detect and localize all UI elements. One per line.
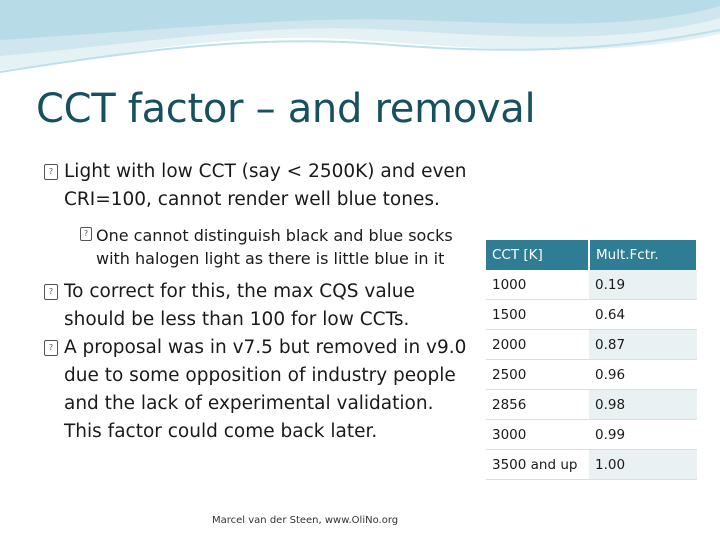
table-cell-cct: 2000	[486, 329, 589, 360]
bullet-text-line: A proposal was in v7.5 but removed in v9…	[64, 337, 467, 358]
sub-bullet-item: ? One cannot distinguish black and blue …	[44, 224, 494, 270]
bullet-item: ? Light with low CCT (say < 2500K) and e…	[44, 158, 494, 214]
table-row: 1000 0.19	[486, 270, 697, 300]
table-cell-factor: 0.96	[589, 359, 697, 390]
table-row: 2500 0.96	[486, 359, 697, 390]
bullet-text-line: This factor could come back later.	[64, 421, 378, 442]
slide-title: CCT factor – and removal	[36, 86, 536, 132]
bullet-list: ? Light with low CCT (say < 2500K) and e…	[44, 158, 494, 446]
table-row: 3500 and up 1.00	[486, 449, 697, 480]
table-row: 2000 0.87	[486, 329, 697, 360]
table-row: 1500 0.64	[486, 299, 697, 330]
table-cell-factor: 0.87	[589, 329, 697, 360]
bullet-item: ? A proposal was in v7.5 but removed in …	[44, 334, 494, 446]
bullet-text-line: Light with low CCT (say < 2500K) and eve…	[64, 161, 467, 182]
table-cell-cct: 1000	[486, 270, 589, 300]
decorative-wave-header	[0, 0, 720, 73]
missing-glyph-box-icon: ?	[44, 284, 58, 300]
missing-glyph-box-icon: ?	[44, 340, 58, 356]
bullet-text-line: CRI=100, cannot render well blue tones.	[64, 189, 440, 210]
cct-multiplier-table: CCT [K] Mult.Fctr. 1000 0.19 1500 0.64 2…	[486, 240, 698, 480]
missing-glyph-box-icon: ?	[80, 227, 92, 241]
table-cell-factor: 0.64	[589, 299, 697, 330]
table-row: 3000 0.99	[486, 419, 697, 450]
table-cell-cct: 3000	[486, 419, 589, 450]
table-cell-factor: 0.19	[589, 270, 697, 300]
table-cell-factor: 1.00	[589, 449, 697, 480]
table-cell-factor: 0.99	[589, 419, 697, 450]
bullet-text-line: and the lack of experimental validation.	[64, 393, 434, 414]
table-cell-cct: 2500	[486, 359, 589, 390]
table-cell-cct: 2856	[486, 389, 589, 420]
bullet-text-line: due to some opposition of industry peopl…	[64, 365, 456, 386]
table-cell-cct: 1500	[486, 299, 589, 330]
table-cell-factor: 0.98	[589, 389, 697, 420]
missing-glyph-box-icon: ?	[44, 164, 58, 180]
bullet-text-line: should be less than 100 for low CCTs.	[64, 309, 410, 330]
column-header-mult-fctr: Mult.Fctr.	[589, 240, 698, 270]
bullet-text-line: One cannot distinguish black and blue so…	[96, 226, 453, 245]
table-row: 2856 0.98	[486, 389, 697, 420]
table-cell-cct: 3500 and up	[486, 449, 589, 480]
slide-footer: Marcel van der Steen, www.OliNo.org	[212, 515, 399, 526]
bullet-item: ? To correct for this, the max CQS value…	[44, 278, 494, 334]
bullet-text-line: with halogen light as there is little bl…	[96, 249, 445, 268]
bullet-text-line: To correct for this, the max CQS value	[64, 281, 415, 302]
column-header-cct: CCT [K]	[486, 240, 590, 270]
table-header-row: CCT [K] Mult.Fctr.	[486, 240, 698, 270]
